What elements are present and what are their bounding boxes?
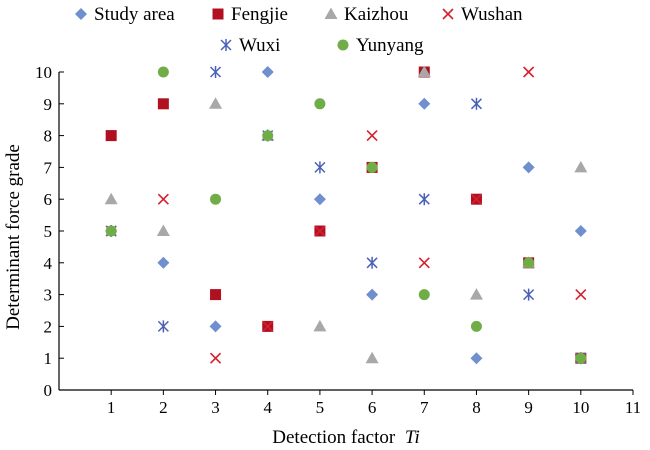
- legend-marker: [442, 8, 454, 20]
- data-point-yunyang: [575, 352, 587, 364]
- y-axis-title: Determinant force grade: [3, 144, 24, 330]
- legend-label: Wuxi: [239, 35, 280, 56]
- data-point-wushan: [366, 130, 378, 142]
- x-tick-label: 7: [420, 398, 429, 417]
- data-point-wushan: [470, 193, 483, 205]
- y-tick-label: 3: [44, 286, 53, 305]
- legend-item-yunyang: Yunyang: [337, 35, 424, 56]
- x-tick-label: 6: [368, 398, 377, 417]
- data-point-study-area: [522, 161, 535, 174]
- data-point-wushan: [209, 352, 222, 364]
- data-point-fengjie: [157, 98, 169, 110]
- y-tick-label: 10: [35, 63, 52, 82]
- legend-item-study-area: Study area: [75, 4, 175, 25]
- legend-marker: [212, 8, 224, 20]
- legend-label: Fengjie: [231, 4, 288, 25]
- data-point-wushan: [314, 225, 326, 237]
- legend-marker: [75, 8, 87, 20]
- x-tick-label: 4: [263, 398, 272, 417]
- data-point-wushan: [157, 193, 169, 205]
- data-point-kaizhou: [469, 288, 483, 300]
- legend: Study area Fengjie Kaizhou Wushan Wuxi Yunyan…: [75, 4, 523, 56]
- y-tick-label: 0: [44, 381, 53, 400]
- data-point-study-area: [157, 256, 170, 269]
- data-point-kaizhou: [313, 319, 327, 332]
- x-tick-label: 9: [524, 398, 533, 417]
- data-point-wushan: [575, 289, 587, 301]
- data-point-study-area: [366, 288, 379, 301]
- legend-marker: [324, 7, 338, 19]
- data-point-study-area: [470, 352, 483, 365]
- legend-item-wushan: Wushan: [442, 4, 523, 25]
- data-point-wuxi: [210, 66, 222, 78]
- y-tick-label: 7: [44, 158, 53, 177]
- y-tick-label: 8: [44, 127, 53, 146]
- x-axis-title-italic: Ti: [405, 427, 420, 448]
- x-ticks: 1 2 3 4 5 6 7 8 9 10 11: [107, 390, 641, 417]
- data-point-yunyang: [418, 289, 430, 301]
- x-axis-title-main: Detection factor: [272, 427, 396, 448]
- x-tick-label: 2: [159, 398, 168, 417]
- data-point-yunyang: [210, 193, 222, 205]
- data-point-kaizhou: [574, 160, 588, 173]
- y-tick-label: 5: [44, 222, 53, 241]
- legend-item-kaizhou: Kaizhou: [324, 4, 409, 25]
- y-tick-label: 9: [44, 95, 53, 114]
- data-point-wushan: [523, 66, 535, 78]
- data-point-fengjie: [210, 289, 222, 301]
- legend-item-fengjie: Fengjie: [212, 4, 288, 25]
- data-point-wushan: [262, 320, 274, 332]
- legend-label: Wushan: [461, 4, 523, 25]
- x-tick-label: 8: [472, 398, 481, 417]
- legend-label: Yunyang: [356, 35, 424, 56]
- x-axis-title: Detection factor Ti: [272, 427, 419, 448]
- legend-item-wuxi: Wuxi: [220, 35, 280, 56]
- data-point-wuxi: [470, 97, 482, 110]
- data-point-wuxi: [157, 320, 169, 333]
- data-points: [104, 65, 588, 365]
- data-point-yunyang: [262, 130, 274, 142]
- legend-marker: [220, 39, 232, 51]
- data-point-kaizhou: [156, 224, 170, 236]
- data-point-study-area: [574, 225, 587, 237]
- data-point-study-area: [418, 97, 431, 110]
- x-tick-label: 11: [625, 398, 641, 417]
- y-ticks: 0 1 2 3 4 5 6 7 8 9 10: [35, 63, 64, 400]
- data-point-study-area: [313, 193, 326, 206]
- x-tick-label: 1: [107, 398, 116, 417]
- data-point-wuxi: [523, 288, 535, 301]
- y-tick-label: 1: [44, 349, 53, 368]
- plot-area: 1 2 3 4 5 6 7 8 9 10 11 0 1 2 3 4 5 6 7 8 9 10: [35, 63, 641, 417]
- data-point-fengjie: [105, 130, 117, 142]
- data-point-wuxi: [314, 161, 326, 174]
- data-point-wuxi: [366, 256, 378, 269]
- data-point-wuxi: [418, 193, 430, 206]
- y-tick-label: 4: [44, 254, 53, 273]
- y-tick-label: 2: [44, 317, 53, 336]
- data-point-yunyang: [105, 225, 117, 237]
- legend-label: Study area: [94, 4, 175, 25]
- x-tick-label: 3: [211, 398, 220, 417]
- data-point-wushan: [418, 257, 430, 269]
- y-tick-label: 6: [44, 190, 53, 209]
- data-point-yunyang: [314, 98, 326, 110]
- data-point-yunyang: [366, 161, 378, 173]
- data-point-yunyang: [523, 257, 535, 269]
- x-tick-label: 10: [572, 398, 589, 417]
- data-point-kaizhou: [209, 97, 223, 109]
- data-point-yunyang: [157, 66, 169, 78]
- data-point-study-area: [209, 320, 222, 333]
- data-point-yunyang: [470, 320, 482, 332]
- data-point-kaizhou: [104, 192, 118, 205]
- data-point-kaizhou: [365, 351, 379, 364]
- legend-label: Kaizhou: [344, 4, 409, 25]
- legend-marker: [337, 39, 349, 51]
- data-point-kaizhou: [417, 65, 431, 77]
- x-tick-label: 5: [316, 398, 325, 417]
- data-point-study-area: [261, 66, 274, 78]
